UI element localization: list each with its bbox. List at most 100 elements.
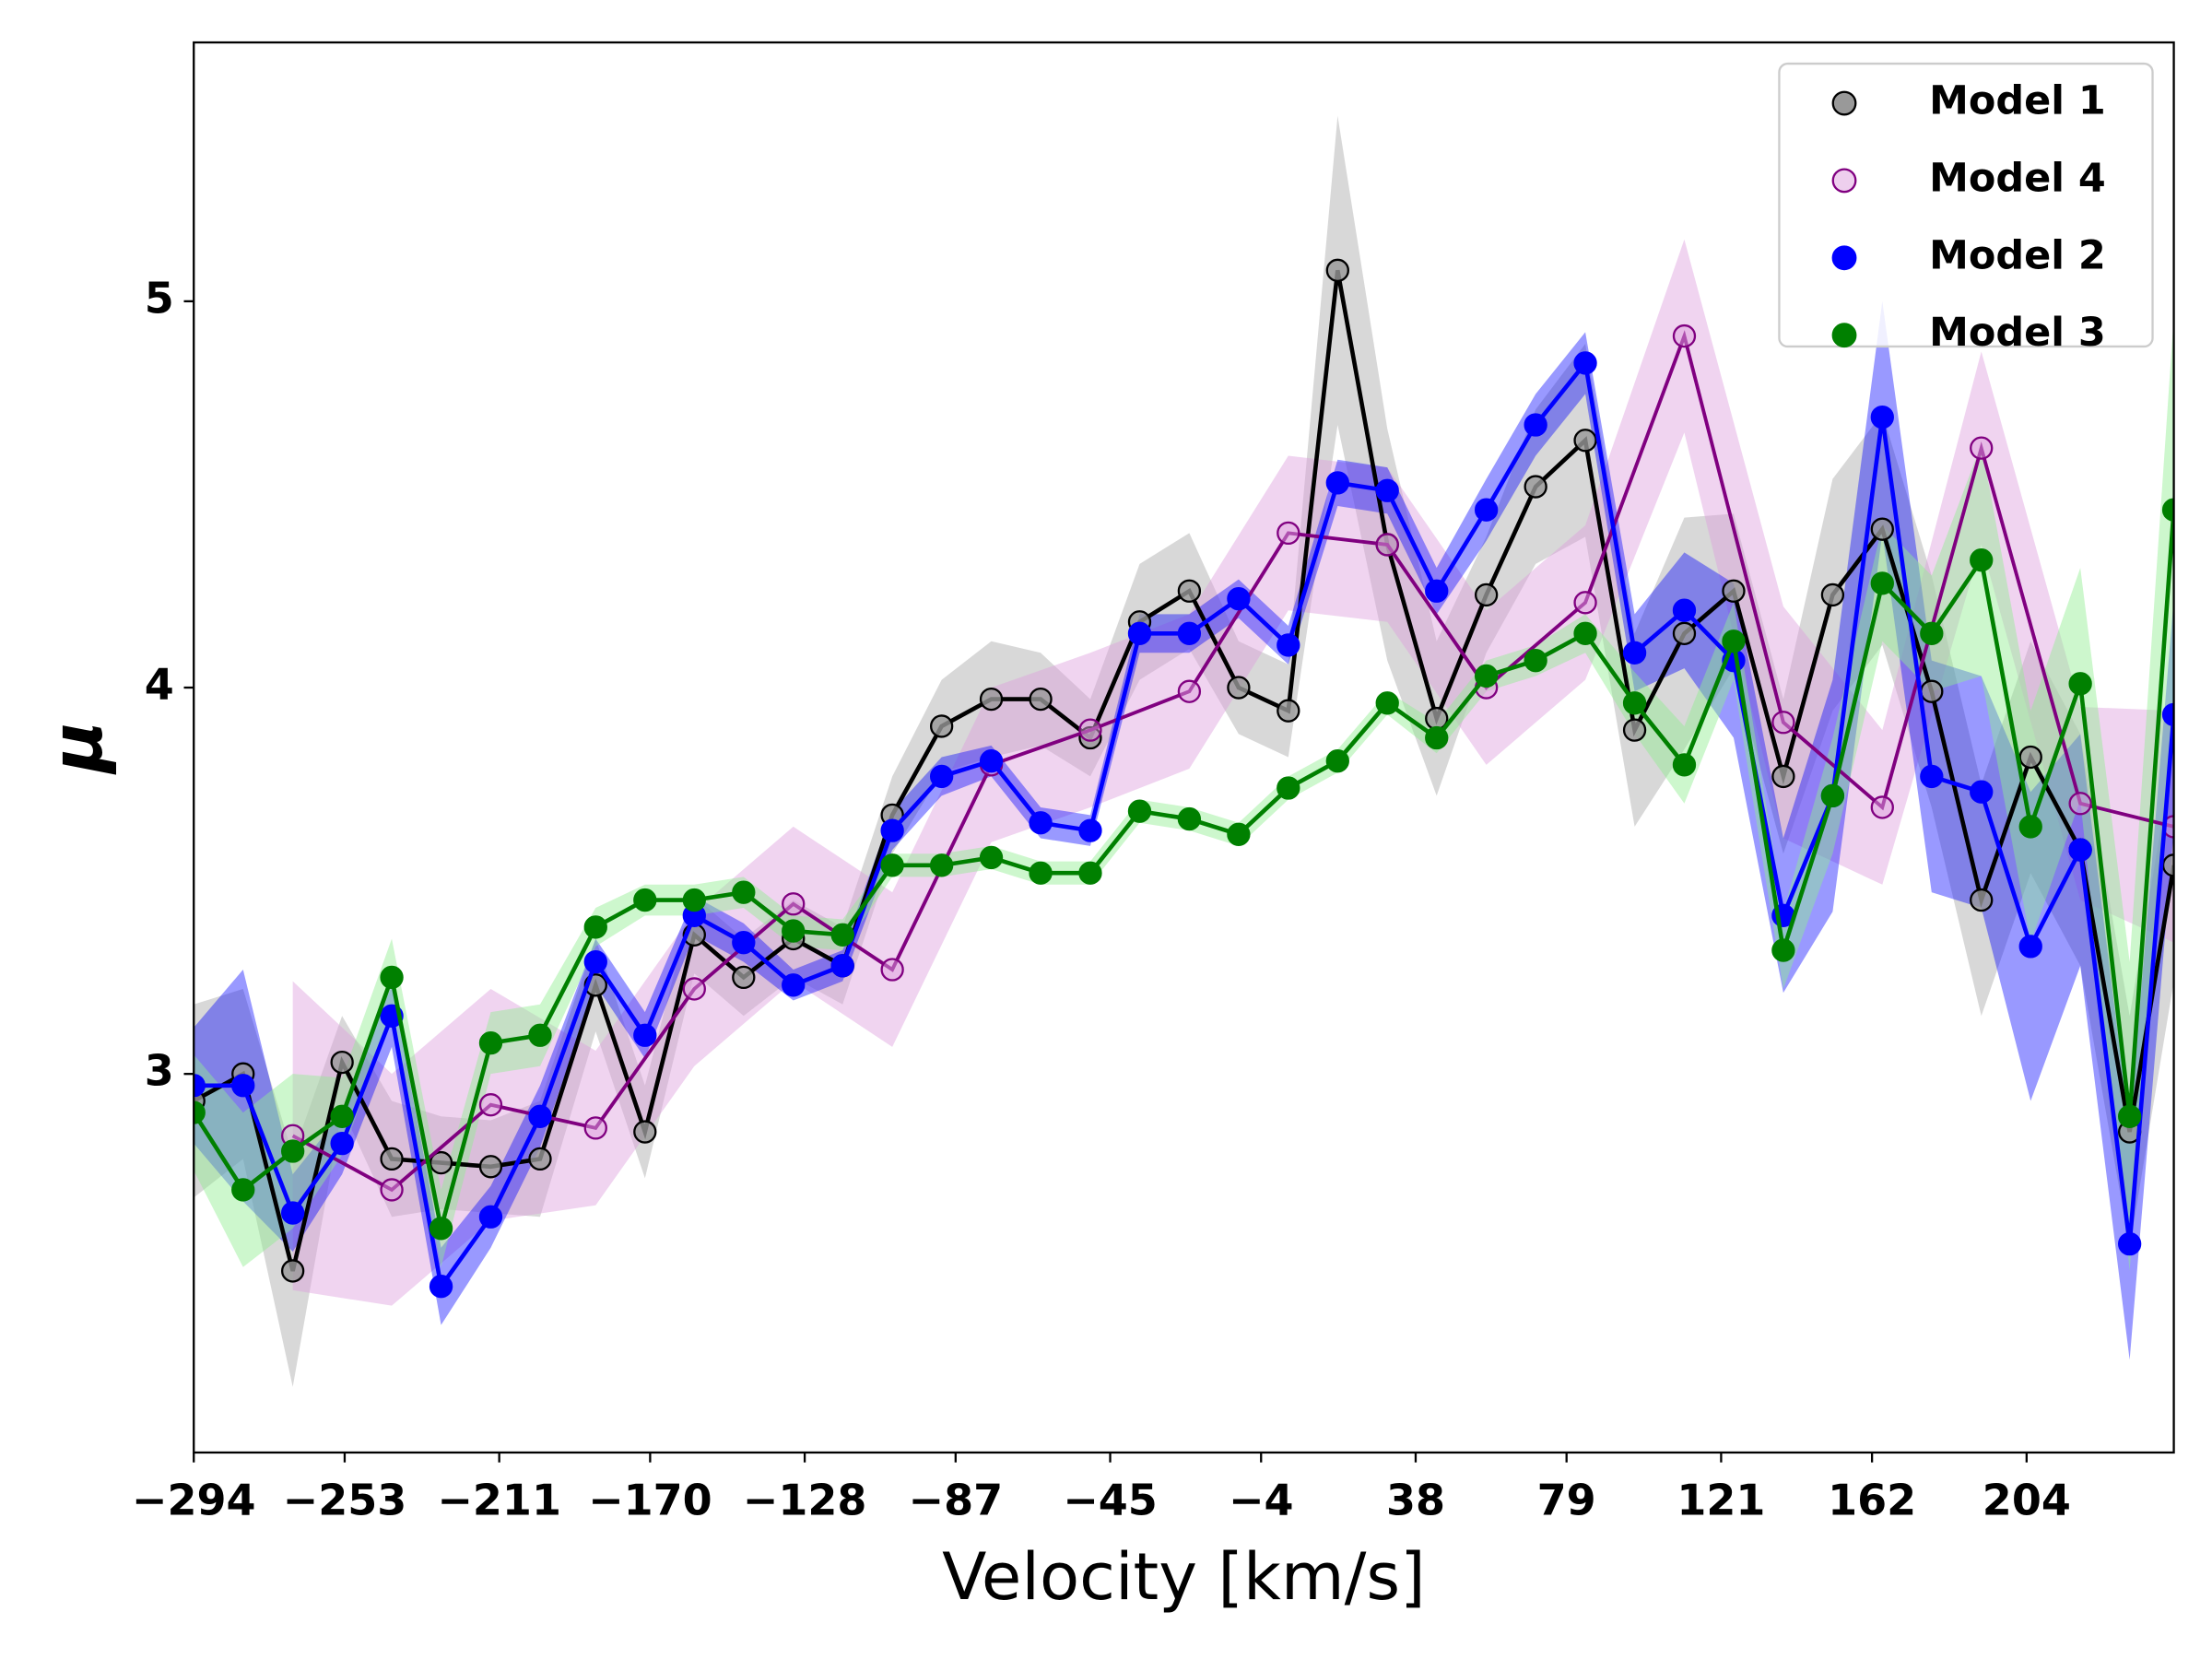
data-point	[194, 1100, 206, 1124]
data-point	[429, 1217, 453, 1241]
x-axis-label: Velocity [km/s]	[942, 1538, 1426, 1615]
data-point	[1970, 780, 1994, 804]
legend-label: Model 2	[1929, 232, 2106, 278]
data-point	[1970, 436, 1994, 460]
x-tick-label: 121	[1677, 1476, 1765, 1525]
legend-marker	[1831, 168, 1857, 194]
data-point	[478, 1155, 503, 1179]
data-point	[429, 1150, 453, 1175]
data-point	[1870, 405, 1894, 429]
data-point	[1820, 582, 1845, 607]
data-point	[2068, 838, 2092, 862]
data-point	[583, 915, 607, 939]
data-point	[1227, 676, 1251, 700]
data-point	[1970, 548, 1994, 572]
data-point	[1425, 725, 1449, 750]
data-point	[979, 687, 1004, 712]
data-point	[929, 764, 954, 789]
data-point	[1078, 861, 1102, 885]
x-tick-label: −45	[1063, 1476, 1158, 1525]
data-point	[732, 965, 756, 990]
data-point	[1573, 591, 1597, 615]
data-point	[528, 1104, 552, 1128]
data-point	[1524, 413, 1547, 437]
data-point	[1722, 629, 1746, 653]
data-point	[1820, 783, 1845, 808]
data-point	[1375, 691, 1399, 715]
x-tick-label: −170	[588, 1476, 712, 1525]
y-tick-label: 5	[145, 273, 174, 323]
data-point	[1920, 621, 1944, 646]
x-tick-label: 79	[1537, 1476, 1596, 1525]
data-point	[880, 853, 904, 877]
data-point	[231, 1178, 255, 1202]
data-point	[1425, 579, 1449, 603]
data-point	[1227, 586, 1251, 611]
legend-label: Model 3	[1929, 310, 2106, 356]
series-line	[291, 330, 2174, 1193]
x-tick-label: −4	[1229, 1476, 1294, 1525]
data-point	[2117, 1104, 2142, 1128]
x-tick-label: −211	[437, 1476, 561, 1525]
data-point	[280, 1259, 305, 1283]
data-point	[929, 714, 954, 738]
data-point	[1771, 764, 1795, 789]
data-point	[633, 888, 657, 912]
data-point	[1029, 861, 1053, 885]
data-point	[194, 1074, 206, 1098]
data-point	[2018, 935, 2042, 959]
data-point	[1177, 579, 1202, 603]
data-point	[1029, 687, 1053, 712]
data-point	[1078, 818, 1102, 842]
data-point	[330, 1050, 354, 1075]
y-axis-label: μ	[37, 721, 119, 775]
data-point	[1672, 324, 1697, 348]
data-point	[1474, 498, 1499, 522]
plot-frame	[193, 41, 2175, 1454]
x-tick-label: −128	[743, 1476, 867, 1525]
data-point	[1277, 521, 1300, 546]
data-point	[429, 1275, 453, 1299]
data-point	[1870, 571, 1894, 595]
data-point	[1474, 582, 1499, 607]
data-point	[1672, 598, 1697, 622]
data-point	[528, 1023, 552, 1047]
y-tick-label: 4	[145, 660, 174, 710]
data-point	[979, 749, 1004, 773]
data-point	[1622, 718, 1647, 742]
data-point	[330, 1131, 354, 1156]
x-tick-label: −294	[132, 1476, 256, 1525]
data-point	[732, 931, 756, 955]
data-point	[380, 965, 404, 990]
data-point	[1524, 649, 1547, 673]
data-point	[583, 949, 607, 974]
x-tick-label: 162	[1828, 1476, 1916, 1525]
data-point	[1622, 691, 1647, 715]
data-point	[478, 1093, 503, 1117]
data-point	[1127, 799, 1152, 823]
data-point	[1375, 478, 1399, 502]
data-point	[1325, 258, 1349, 282]
data-point	[2018, 815, 2042, 839]
data-point	[478, 1205, 503, 1229]
data-point	[1127, 621, 1152, 646]
data-point	[782, 919, 806, 943]
data-point	[330, 1104, 354, 1128]
error-band	[292, 239, 2174, 1306]
data-point	[1227, 822, 1251, 846]
data-point	[1573, 429, 1597, 453]
data-point	[1325, 749, 1349, 773]
data-point	[1672, 753, 1697, 777]
data-point	[280, 1201, 305, 1225]
data-point	[1375, 533, 1399, 557]
data-point	[1177, 679, 1202, 703]
data-point	[880, 818, 904, 842]
data-point	[1573, 351, 1597, 375]
data-point	[1970, 888, 1994, 912]
data-point	[231, 1074, 255, 1098]
legend-marker	[1831, 323, 1857, 348]
data-point	[1277, 699, 1300, 723]
data-point	[1870, 517, 1894, 541]
data-point	[380, 1178, 404, 1202]
legend-marker	[1831, 90, 1857, 116]
